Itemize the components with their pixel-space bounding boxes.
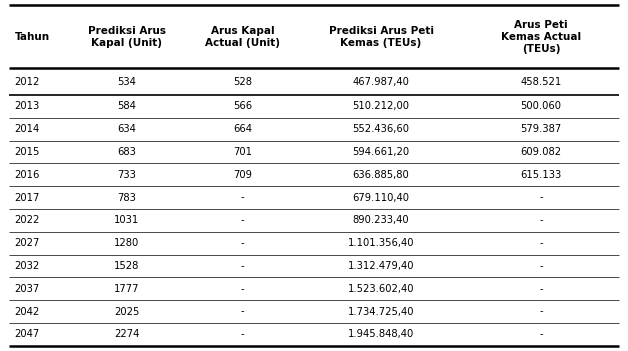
Text: 636.885,80: 636.885,80: [353, 170, 409, 180]
Text: 2015: 2015: [14, 147, 40, 157]
Text: 609.082: 609.082: [521, 147, 561, 157]
Text: 1031: 1031: [114, 216, 139, 225]
Text: -: -: [241, 329, 244, 339]
Text: 683: 683: [117, 147, 136, 157]
Text: Tahun: Tahun: [14, 32, 50, 42]
Text: -: -: [241, 261, 244, 271]
Text: 2012: 2012: [14, 77, 40, 87]
Text: 890.233,40: 890.233,40: [353, 216, 409, 225]
Text: 2032: 2032: [14, 261, 40, 271]
Text: 664: 664: [233, 124, 252, 134]
Text: 615.133: 615.133: [520, 170, 561, 180]
Text: 584: 584: [117, 101, 136, 111]
Text: Arus Kapal
Actual (Unit): Arus Kapal Actual (Unit): [205, 26, 280, 48]
Text: 634: 634: [117, 124, 136, 134]
Text: 783: 783: [117, 193, 136, 203]
Text: 2037: 2037: [14, 284, 40, 294]
Text: -: -: [539, 261, 543, 271]
Text: 566: 566: [233, 101, 252, 111]
Text: 1.945.848,40: 1.945.848,40: [348, 329, 414, 339]
Text: 2013: 2013: [14, 101, 40, 111]
Text: 2027: 2027: [14, 238, 40, 248]
Text: -: -: [539, 193, 543, 203]
Text: 458.521: 458.521: [520, 77, 561, 87]
Text: 1.734.725,40: 1.734.725,40: [348, 306, 414, 317]
Text: -: -: [539, 306, 543, 317]
Text: 2042: 2042: [14, 306, 40, 317]
Text: -: -: [539, 216, 543, 225]
Text: 2022: 2022: [14, 216, 40, 225]
Text: -: -: [539, 284, 543, 294]
Text: Arus Peti
Kemas Actual
(TEUs): Arus Peti Kemas Actual (TEUs): [501, 20, 581, 54]
Text: Prediksi Arus
Kapal (Unit): Prediksi Arus Kapal (Unit): [88, 26, 166, 48]
Text: -: -: [241, 238, 244, 248]
Text: 1.101.356,40: 1.101.356,40: [348, 238, 414, 248]
Text: 679.110,40: 679.110,40: [352, 193, 409, 203]
Text: 1.523.602,40: 1.523.602,40: [348, 284, 414, 294]
Text: -: -: [539, 238, 543, 248]
Text: 594.661,20: 594.661,20: [352, 147, 409, 157]
Text: 2274: 2274: [114, 329, 139, 339]
Text: -: -: [241, 306, 244, 317]
Text: 2025: 2025: [114, 306, 139, 317]
Text: 500.060: 500.060: [521, 101, 561, 111]
Text: 2017: 2017: [14, 193, 40, 203]
Text: 1777: 1777: [114, 284, 139, 294]
Text: 709: 709: [233, 170, 252, 180]
Text: -: -: [241, 216, 244, 225]
Text: 1280: 1280: [114, 238, 139, 248]
Text: 552.436,60: 552.436,60: [352, 124, 409, 134]
Text: -: -: [539, 329, 543, 339]
Text: 1528: 1528: [114, 261, 139, 271]
Text: 467.987,40: 467.987,40: [352, 77, 409, 87]
Text: Prediksi Arus Peti
Kemas (TEUs): Prediksi Arus Peti Kemas (TEUs): [328, 26, 433, 48]
Text: 534: 534: [117, 77, 136, 87]
Text: 733: 733: [117, 170, 136, 180]
Text: 2016: 2016: [14, 170, 40, 180]
Text: -: -: [241, 193, 244, 203]
Text: 510.212,00: 510.212,00: [352, 101, 409, 111]
Text: 2047: 2047: [14, 329, 40, 339]
Text: 701: 701: [233, 147, 252, 157]
Text: -: -: [241, 284, 244, 294]
Text: 1.312.479,40: 1.312.479,40: [348, 261, 414, 271]
Text: 2014: 2014: [14, 124, 40, 134]
Text: 579.387: 579.387: [520, 124, 561, 134]
Text: 528: 528: [233, 77, 252, 87]
